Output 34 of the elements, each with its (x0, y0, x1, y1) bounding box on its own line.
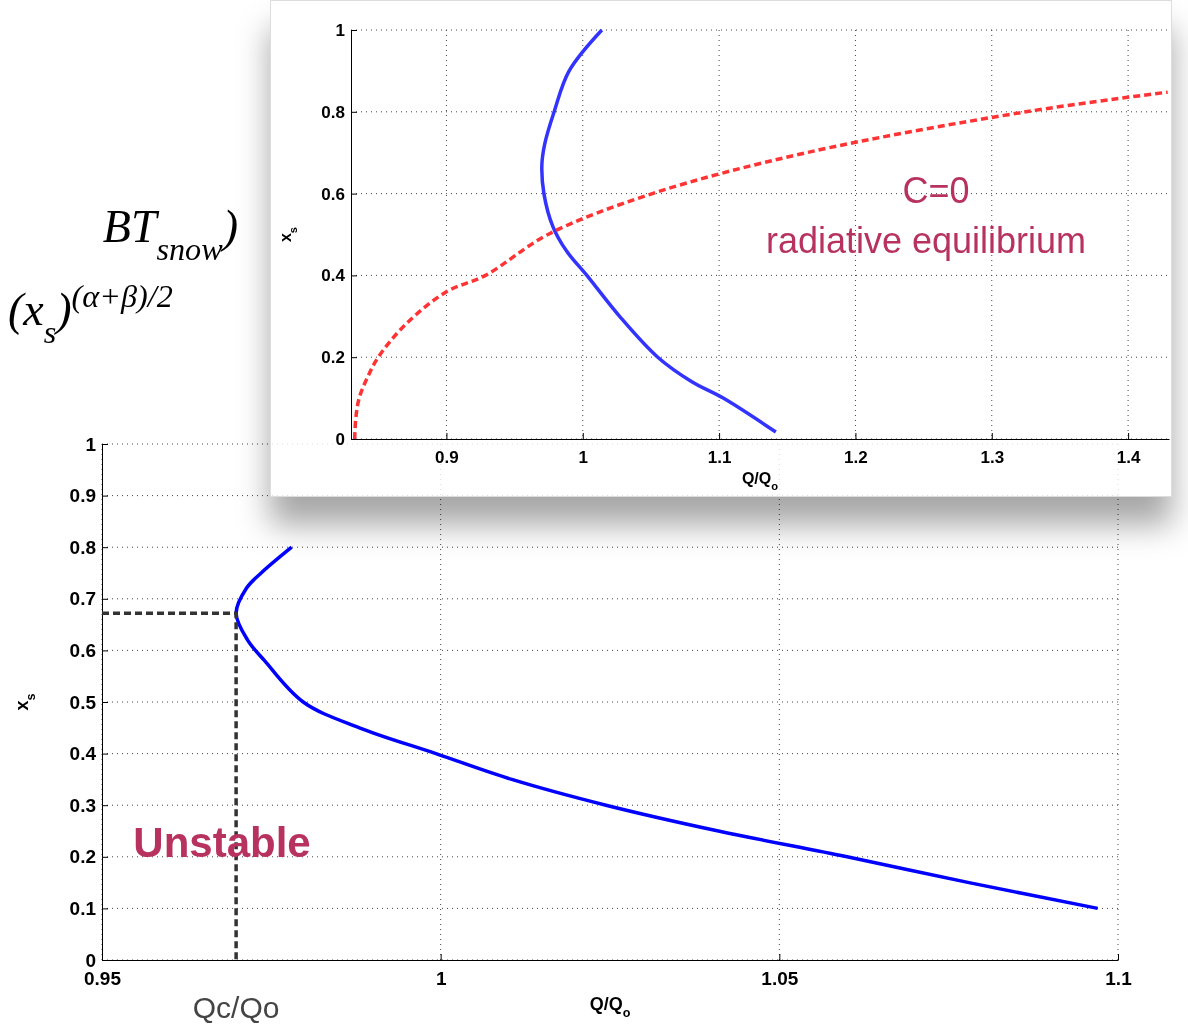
x-tick-label: 1.1 (1105, 968, 1133, 990)
y-tick-label: 1 (335, 20, 345, 40)
y-tick-label: 0 (335, 429, 345, 449)
y-tick-label: 0.6 (321, 184, 345, 204)
text: (x$_{s}$)$^{(α+β)/2}$ (8, 278, 173, 350)
x-tick-label: 1.1 (707, 448, 732, 468)
annotation: C=0 (902, 170, 970, 211)
x-axis-title: Q/Q$_{o}$ (589, 994, 631, 1020)
text: BT$_{snow}$) (102, 201, 238, 267)
x-tick-label: 1.4 (1116, 448, 1141, 468)
y-tick-label: 0.1 (69, 897, 97, 919)
y-tick-label: 0.2 (69, 846, 96, 868)
y-tick-label: 0.9 (69, 485, 96, 507)
x-tick-label: 1 (435, 968, 447, 990)
x-tick-label: 0.9 (435, 448, 459, 468)
y-tick-label: 0.4 (69, 743, 97, 765)
y-tick-label: 0.4 (321, 266, 346, 286)
y-tick-label: 0.5 (69, 691, 97, 713)
y-tick-label: 0.8 (69, 536, 96, 558)
x-tick-label: 1.2 (844, 448, 868, 468)
x-tick-label: 1.05 (761, 968, 799, 990)
y-tick-label: 0 (85, 949, 96, 971)
y-tick-label: 0.7 (69, 588, 96, 610)
annotation: radiative equilibrium (765, 220, 1087, 261)
x-tick-label: 0.95 (84, 968, 122, 990)
y-tick-label: 0.3 (69, 794, 96, 816)
annotation: Qc/Qo (192, 990, 280, 1024)
x-tick-label: 1.3 (980, 448, 1005, 468)
x-tick-label: 1 (578, 448, 588, 468)
y-tick-label: 0.8 (321, 102, 345, 122)
x-axis-title: Q/Q$_{o}$ (741, 470, 779, 492)
annotation: Unstable (133, 819, 311, 866)
y-tick-label: 0.2 (321, 348, 345, 368)
y-tick-label: 0.6 (69, 639, 96, 661)
